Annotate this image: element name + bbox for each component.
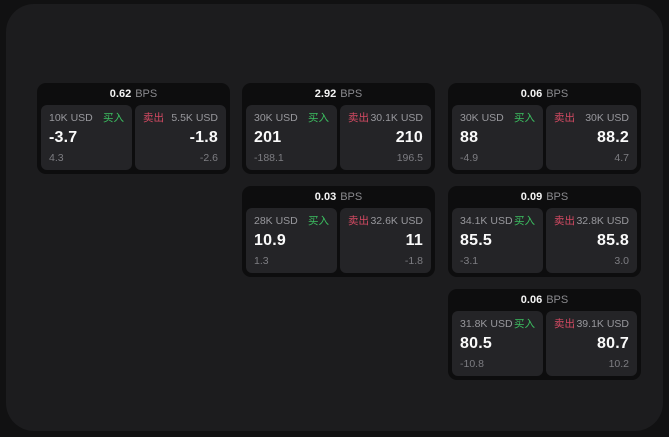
- spread-header: 0.06 BPS: [452, 289, 637, 311]
- sell-amount: 32.6K USD: [370, 215, 423, 227]
- sell-price: 210: [395, 129, 423, 146]
- buy-amount: 10K USD: [49, 112, 93, 124]
- spread-value: 2.92: [314, 88, 337, 100]
- spread-unit: BPS: [340, 88, 363, 100]
- sell-amount: 30.1K USD: [370, 112, 423, 124]
- spread-value: 0.03: [314, 191, 337, 203]
- buy-tile[interactable]: 28K USD 买入 10.9 1.3: [246, 208, 337, 273]
- buy-price: 10.9: [254, 232, 286, 249]
- quotes-panel: 0.62 BPS 10K USD 买入 -3.7 4.3 卖出 5.5K USD…: [6, 4, 663, 431]
- sell-delta: 3.0: [614, 255, 629, 267]
- sell-tile[interactable]: 卖出 39.1K USD 80.7 10.2: [546, 311, 637, 376]
- sell-tile[interactable]: 卖出 32.8K USD 85.8 3.0: [546, 208, 637, 273]
- buy-tile[interactable]: 31.8K USD 买入 80.5 -10.8: [452, 311, 543, 376]
- buy-tile[interactable]: 30K USD 买入 88 -4.9: [452, 105, 543, 170]
- buy-delta: -10.8: [460, 358, 484, 370]
- spread-unit: BPS: [546, 88, 569, 100]
- spread-header: 0.06 BPS: [452, 83, 637, 105]
- spread-unit: BPS: [546, 191, 569, 203]
- sell-amount: 5.5K USD: [171, 112, 218, 124]
- sell-delta: -1.8: [404, 255, 423, 267]
- buy-amount: 34.1K USD: [460, 215, 513, 227]
- buy-delta: -3.1: [460, 255, 479, 267]
- spread-value: 0.62: [109, 88, 132, 100]
- sell-amount: 32.8K USD: [576, 215, 629, 227]
- quote-card: 0.06 BPS 31.8K USD 买入 80.5 -10.8 卖出 39.1…: [448, 289, 641, 380]
- spread-header: 0.09 BPS: [452, 186, 637, 208]
- sell-price: 80.7: [597, 335, 629, 352]
- buy-label[interactable]: 买入: [103, 112, 124, 124]
- buy-tile[interactable]: 10K USD 买入 -3.7 4.3: [41, 105, 132, 170]
- spread-value: 0.09: [520, 191, 543, 203]
- buy-label[interactable]: 买入: [514, 318, 535, 330]
- sell-price: 85.8: [597, 232, 629, 249]
- sell-amount: 39.1K USD: [576, 318, 629, 330]
- buy-price: 201: [254, 129, 282, 146]
- quote-card: 0.09 BPS 34.1K USD 买入 85.5 -3.1 卖出 32.8K…: [448, 186, 641, 277]
- spread-header: 0.62 BPS: [41, 83, 226, 105]
- buy-amount: 28K USD: [254, 215, 298, 227]
- quote-card: 0.62 BPS 10K USD 买入 -3.7 4.3 卖出 5.5K USD…: [37, 83, 230, 174]
- buy-price: -3.7: [49, 129, 78, 146]
- buy-price: 88: [460, 129, 479, 146]
- buy-label[interactable]: 买入: [308, 215, 329, 227]
- quote-card: 0.06 BPS 30K USD 买入 88 -4.9 卖出 30K USD 8…: [448, 83, 641, 174]
- sell-label[interactable]: 卖出: [143, 112, 164, 124]
- sell-delta: -2.6: [199, 152, 218, 164]
- quote-card: 2.92 BPS 30K USD 买入 201 -188.1 卖出 30.1K …: [242, 83, 435, 174]
- buy-delta: 1.3: [254, 255, 269, 267]
- spread-value: 0.06: [520, 294, 543, 306]
- sell-label[interactable]: 卖出: [554, 112, 575, 124]
- sell-label[interactable]: 卖出: [348, 215, 369, 227]
- sell-tile[interactable]: 卖出 30.1K USD 210 196.5: [340, 105, 431, 170]
- sell-label[interactable]: 卖出: [554, 215, 575, 227]
- buy-label[interactable]: 买入: [308, 112, 329, 124]
- quote-card: 0.03 BPS 28K USD 买入 10.9 1.3 卖出 32.6K US…: [242, 186, 435, 277]
- buy-amount: 30K USD: [254, 112, 298, 124]
- buy-label[interactable]: 买入: [514, 215, 535, 227]
- sell-label[interactable]: 卖出: [554, 318, 575, 330]
- sell-delta: 196.5: [396, 152, 423, 164]
- buy-delta: -188.1: [254, 152, 284, 164]
- sell-tile[interactable]: 卖出 5.5K USD -1.8 -2.6: [135, 105, 226, 170]
- buy-label[interactable]: 买入: [514, 112, 535, 124]
- spread-value: 0.06: [520, 88, 543, 100]
- sell-delta: 10.2: [608, 358, 629, 370]
- spread-header: 2.92 BPS: [246, 83, 431, 105]
- spread-unit: BPS: [135, 88, 158, 100]
- buy-tile[interactable]: 30K USD 买入 201 -188.1: [246, 105, 337, 170]
- spread-unit: BPS: [546, 294, 569, 306]
- sell-delta: 4.7: [614, 152, 629, 164]
- spread-unit: BPS: [340, 191, 363, 203]
- buy-price: 85.5: [460, 232, 492, 249]
- sell-price: 88.2: [597, 129, 629, 146]
- buy-tile[interactable]: 34.1K USD 买入 85.5 -3.1: [452, 208, 543, 273]
- sell-amount: 30K USD: [585, 112, 629, 124]
- buy-amount: 31.8K USD: [460, 318, 513, 330]
- buy-delta: -4.9: [460, 152, 479, 164]
- sell-tile[interactable]: 卖出 30K USD 88.2 4.7: [546, 105, 637, 170]
- spread-header: 0.03 BPS: [246, 186, 431, 208]
- buy-delta: 4.3: [49, 152, 64, 164]
- sell-tile[interactable]: 卖出 32.6K USD 11 -1.8: [340, 208, 431, 273]
- buy-price: 80.5: [460, 335, 492, 352]
- sell-price: -1.8: [189, 129, 218, 146]
- sell-price: 11: [405, 232, 423, 249]
- buy-amount: 30K USD: [460, 112, 504, 124]
- sell-label[interactable]: 卖出: [348, 112, 369, 124]
